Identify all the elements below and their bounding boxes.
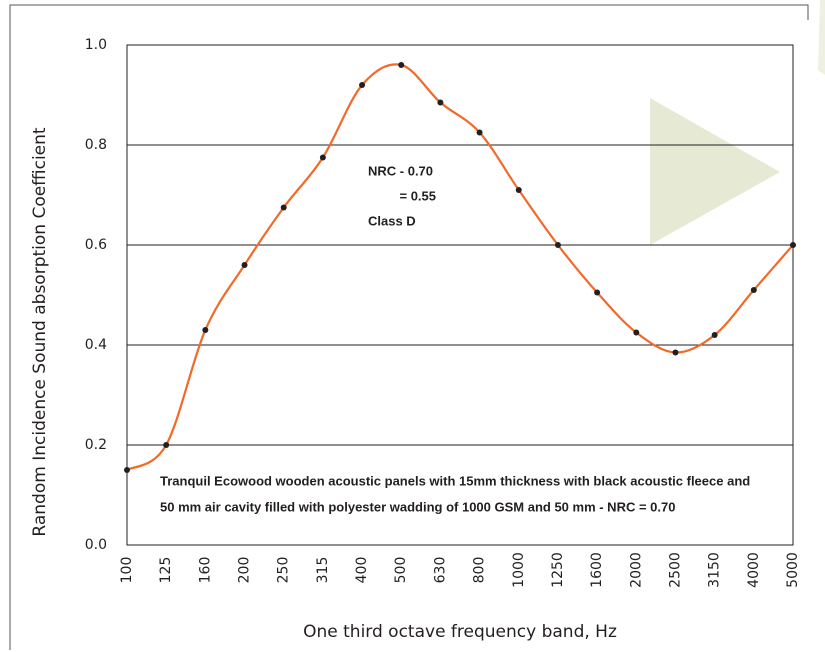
data-point bbox=[554, 242, 561, 248]
data-point bbox=[241, 262, 248, 268]
x-tick-label: 250 bbox=[276, 557, 292, 584]
data-point bbox=[280, 204, 287, 211]
y-tick-label: 0.4 bbox=[85, 337, 107, 353]
x-tick-label: 315 bbox=[315, 557, 331, 584]
data-point bbox=[711, 332, 718, 338]
y-axis-label: Random Incidence Sound absorption Coeffi… bbox=[30, 127, 50, 536]
data-point bbox=[476, 129, 483, 136]
data-point bbox=[594, 289, 601, 296]
data-point bbox=[202, 327, 209, 333]
x-tick-label: 3150 bbox=[707, 552, 723, 588]
x-tick-label: 160 bbox=[197, 557, 213, 584]
x-tick-label: 800 bbox=[472, 557, 488, 584]
x-tick-label: 1000 bbox=[511, 552, 527, 588]
data-point bbox=[633, 329, 640, 336]
x-tick-label: 2000 bbox=[628, 552, 644, 588]
x-tick-label: 5000 bbox=[785, 552, 801, 588]
y-tick-label: 0.8 bbox=[85, 137, 107, 153]
data-point bbox=[672, 349, 679, 356]
annotation: = 0.55 bbox=[399, 188, 436, 203]
decor-triangle bbox=[650, 98, 780, 245]
x-tick-label: 400 bbox=[354, 557, 370, 584]
y-tick-label: 1.0 bbox=[85, 37, 107, 53]
x-axis-label: One third octave frequency band, Hz bbox=[303, 622, 617, 642]
plot-frame bbox=[126, 44, 794, 546]
data-point bbox=[359, 82, 366, 88]
note: Tranquil Ecowood wooden acoustic panels … bbox=[160, 473, 750, 488]
window-frame bbox=[9, 4, 809, 650]
x-tick-label: 1250 bbox=[550, 552, 566, 588]
y-tick-label: 0.2 bbox=[85, 437, 107, 453]
decor bbox=[818, 0, 825, 75]
data-point bbox=[163, 442, 170, 448]
y-tick-label: 0.0 bbox=[85, 537, 107, 553]
x-tick-label: 630 bbox=[432, 557, 448, 584]
annotation: NRC - 0.70 bbox=[368, 163, 433, 178]
data-point bbox=[124, 467, 130, 473]
annotation: Class D bbox=[368, 213, 416, 228]
data-point bbox=[398, 62, 405, 68]
data-point bbox=[750, 287, 757, 293]
x-tick-label: 2500 bbox=[667, 552, 683, 588]
data-point bbox=[790, 242, 796, 248]
x-tick-label: 1600 bbox=[589, 552, 605, 588]
data-point bbox=[319, 154, 326, 161]
x-tick-label: 125 bbox=[158, 557, 174, 584]
data-point bbox=[437, 99, 444, 106]
note: 50 mm air cavity filled with polyester w… bbox=[160, 499, 675, 514]
x-tick-label: 500 bbox=[393, 557, 409, 584]
x-tick-label: 100 bbox=[119, 557, 135, 584]
y-tick-label: 0.6 bbox=[85, 237, 107, 253]
data-point bbox=[515, 187, 522, 193]
x-tick-label: 200 bbox=[237, 557, 253, 584]
x-tick-label: 4000 bbox=[746, 552, 762, 588]
